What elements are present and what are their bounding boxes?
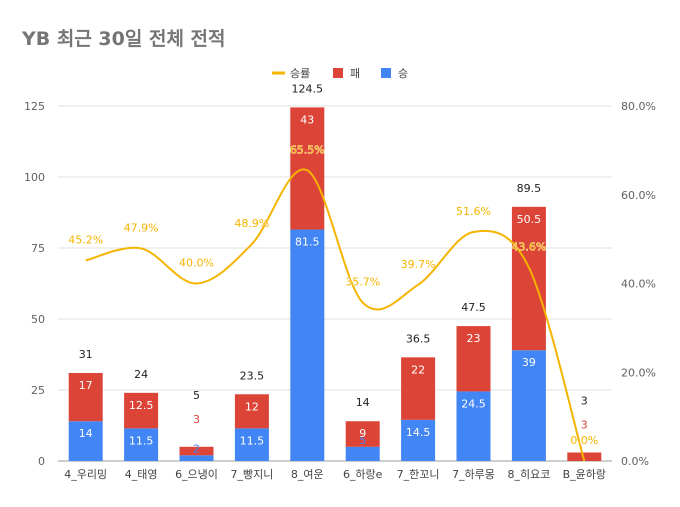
data-label-rate: 40.0% <box>179 257 214 270</box>
data-label-loss: 23 <box>467 332 481 345</box>
data-label-total: 14 <box>356 396 370 409</box>
data-label-win: 14.5 <box>406 426 431 439</box>
data-label-rate: 48.9% <box>234 217 269 230</box>
data-label-total: 23.5 <box>240 369 265 382</box>
y-tick-label-left: 50 <box>31 313 45 326</box>
series-line-win-rate <box>85 168 586 462</box>
data-label-loss: 12.5 <box>129 399 154 412</box>
bar-loss <box>511 206 546 351</box>
data-label-loss: 43 <box>300 113 314 126</box>
y-tick-label-left: 125 <box>24 100 45 113</box>
data-label-loss: 50.5 <box>517 213 542 226</box>
data-label-win: 81.5 <box>295 236 320 249</box>
bar-win <box>511 350 546 461</box>
data-label-rate: 65.5% <box>290 143 325 156</box>
data-label-loss: 3 <box>581 418 588 431</box>
x-tick-label: 7_빵지니 <box>230 468 273 481</box>
bar-loss <box>234 394 269 429</box>
data-label-total: 36.5 <box>406 332 431 345</box>
bar-win <box>124 428 159 461</box>
x-tick-label: 6_하랑e <box>343 467 383 481</box>
y-tick-label-right: 0.0% <box>621 455 649 468</box>
data-label-win: 5 <box>359 434 366 447</box>
y-tick-label-left: 75 <box>31 242 45 255</box>
data-label-loss: 12 <box>245 400 259 413</box>
bar-win <box>234 428 269 461</box>
y-tick-label-right: 20.0% <box>621 366 656 379</box>
data-label-loss: 3 <box>193 413 200 426</box>
chart-title: YB 최근 30일 전체 전적 <box>22 28 226 50</box>
x-tick-label: 8_여운 <box>291 468 324 481</box>
data-label-loss: 17 <box>79 379 93 392</box>
data-label-win: 11.5 <box>129 434 154 447</box>
bar-win <box>401 419 436 461</box>
data-label-rate: 51.6% <box>456 205 491 218</box>
data-label-total: 31 <box>79 348 93 361</box>
bar-win <box>345 446 380 461</box>
data-label-rate: 35.7% <box>345 276 380 289</box>
data-label-win: 39 <box>522 356 536 369</box>
bar-win <box>290 229 325 461</box>
legend-label-rate: 승률 <box>290 67 310 80</box>
data-label-total: 89.5 <box>517 182 542 195</box>
bar-win <box>68 421 103 461</box>
bar-loss <box>179 446 214 456</box>
bar-loss <box>124 392 159 429</box>
x-tick-label: 7_한꼬니 <box>397 468 440 481</box>
data-label-loss: 22 <box>411 363 425 376</box>
x-tick-label: 4_태영 <box>125 468 158 481</box>
data-label-rate: 47.9% <box>124 221 159 234</box>
data-label-win: 24.5 <box>461 397 486 410</box>
y-tick-label-left: 100 <box>24 171 45 184</box>
y-tick-label-right: 80.0% <box>621 100 656 113</box>
legend-swatch-loss <box>333 68 343 78</box>
x-tick-label: 7_하루몽 <box>452 467 495 481</box>
bar-loss <box>290 107 325 230</box>
bar-win <box>456 391 491 461</box>
legend-label-loss: 패 <box>350 67 360 80</box>
data-label-loss: 9 <box>359 427 366 440</box>
data-label-win: 14 <box>79 427 93 440</box>
y-tick-label-right: 60.0% <box>621 189 656 202</box>
data-label-total: 124.5 <box>292 82 324 95</box>
bar-loss <box>401 357 436 420</box>
data-label-win: 2 <box>193 442 200 455</box>
data-label-total: 3 <box>581 394 588 407</box>
data-label-rate: 43.6% <box>511 241 546 254</box>
y-tick-label-right: 40.0% <box>621 278 656 291</box>
x-tick-label: B_윤하랑 <box>563 467 606 481</box>
x-tick-label: 8_히요코 <box>507 467 550 481</box>
x-tick-label: 6_으냉이 <box>175 468 218 481</box>
bar-win <box>179 455 214 461</box>
bar-loss <box>345 421 380 447</box>
x-tick-label: 4_우리밍 <box>64 468 107 481</box>
bar-loss <box>68 372 103 422</box>
bar-loss <box>456 326 491 392</box>
data-label-rate: 39.7% <box>401 258 436 271</box>
y-tick-label-left: 25 <box>31 384 45 397</box>
legend-swatch-win <box>381 68 391 78</box>
data-label-win: 11.5 <box>240 434 265 447</box>
y-tick-label-left: 0 <box>38 455 45 468</box>
data-label-total: 24 <box>134 368 148 381</box>
data-label-rate: 45.2% <box>68 233 103 246</box>
legend-label-win: 승 <box>398 67 408 80</box>
bar-loss <box>567 452 602 461</box>
data-label-rate: 0.0% <box>570 434 598 447</box>
data-label-total: 47.5 <box>461 301 486 314</box>
data-label-total: 5 <box>193 389 200 402</box>
